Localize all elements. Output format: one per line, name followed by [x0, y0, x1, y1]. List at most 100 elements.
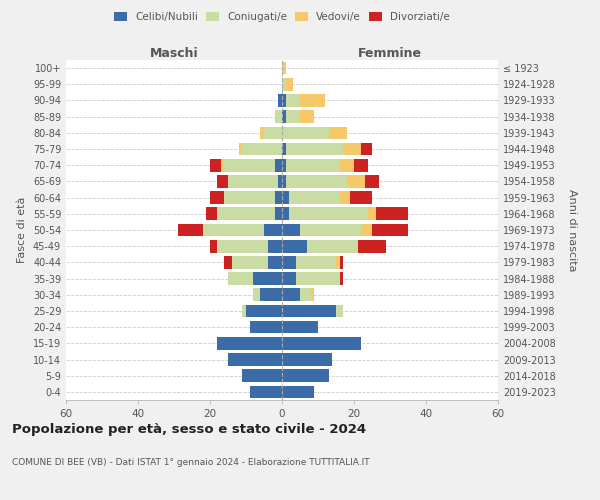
Bar	[228, 272, 253, 285]
Bar	[253, 288, 260, 301]
Bar	[286, 94, 300, 107]
Bar	[282, 386, 314, 398]
Bar	[246, 304, 282, 318]
Bar	[178, 224, 203, 236]
Bar	[250, 321, 282, 334]
Bar	[282, 78, 286, 90]
Bar	[286, 159, 340, 172]
Text: Popolazione per età, sesso e stato civile - 2024: Popolazione per età, sesso e stato civil…	[12, 422, 366, 436]
Text: Femmine: Femmine	[358, 47, 422, 60]
Bar	[340, 159, 354, 172]
Bar	[372, 224, 408, 236]
Bar	[239, 142, 242, 156]
Bar	[282, 321, 318, 334]
Bar	[282, 208, 289, 220]
Bar	[228, 353, 282, 366]
Bar	[210, 159, 221, 172]
Bar	[242, 304, 246, 318]
Text: Maschi: Maschi	[149, 47, 199, 60]
Bar	[268, 240, 282, 252]
Bar	[228, 175, 278, 188]
Bar	[300, 224, 361, 236]
Bar	[264, 224, 282, 236]
Bar	[278, 94, 282, 107]
Bar	[340, 272, 343, 285]
Bar	[224, 256, 232, 268]
Bar	[264, 126, 282, 139]
Bar	[282, 159, 286, 172]
Bar	[217, 240, 268, 252]
Bar	[221, 159, 224, 172]
Bar	[365, 175, 379, 188]
Bar	[358, 240, 386, 252]
Bar	[260, 288, 282, 301]
Bar	[282, 224, 300, 236]
Bar	[232, 256, 268, 268]
Bar	[253, 272, 282, 285]
Bar	[368, 208, 376, 220]
Bar	[275, 192, 282, 204]
Bar	[336, 256, 340, 268]
Bar	[217, 208, 275, 220]
Bar	[282, 192, 289, 204]
Bar	[340, 192, 350, 204]
Bar	[347, 175, 365, 188]
Bar	[350, 192, 372, 204]
Bar	[354, 159, 368, 172]
Bar	[286, 110, 300, 123]
Legend: Celibi/Nubili, Coniugati/e, Vedovi/e, Divorziati/e: Celibi/Nubili, Coniugati/e, Vedovi/e, Di…	[110, 8, 454, 26]
Bar	[282, 337, 361, 349]
Bar	[289, 192, 340, 204]
Bar	[242, 370, 282, 382]
Bar	[289, 208, 368, 220]
Bar	[275, 159, 282, 172]
Bar	[340, 256, 343, 268]
Bar	[282, 304, 336, 318]
Bar	[268, 256, 282, 268]
Bar	[217, 175, 228, 188]
Bar	[282, 110, 286, 123]
Bar	[250, 386, 282, 398]
Bar	[296, 256, 336, 268]
Bar	[329, 126, 347, 139]
Bar	[224, 192, 275, 204]
Y-axis label: Fasce di età: Fasce di età	[17, 197, 27, 263]
Bar	[376, 208, 408, 220]
Bar	[206, 208, 217, 220]
Bar	[217, 337, 282, 349]
Bar	[282, 94, 286, 107]
Bar	[286, 175, 347, 188]
Bar	[282, 240, 307, 252]
Bar	[282, 126, 329, 139]
Bar	[336, 304, 343, 318]
Bar	[210, 240, 217, 252]
Bar	[282, 256, 296, 268]
Bar	[282, 175, 286, 188]
Bar	[203, 224, 264, 236]
Bar	[311, 288, 314, 301]
Bar	[361, 142, 372, 156]
Bar	[286, 78, 293, 90]
Bar	[300, 110, 314, 123]
Bar	[296, 272, 340, 285]
Bar	[282, 370, 329, 382]
Bar	[242, 142, 282, 156]
Bar	[282, 288, 300, 301]
Bar	[282, 62, 286, 74]
Bar	[224, 159, 275, 172]
Bar	[275, 208, 282, 220]
Bar	[210, 192, 224, 204]
Bar	[275, 110, 282, 123]
Y-axis label: Anni di nascita: Anni di nascita	[566, 188, 577, 271]
Bar	[260, 126, 264, 139]
Bar	[307, 240, 358, 252]
Bar	[278, 175, 282, 188]
Bar	[343, 142, 361, 156]
Bar	[300, 288, 311, 301]
Bar	[300, 94, 325, 107]
Bar	[282, 353, 332, 366]
Bar	[282, 142, 286, 156]
Bar	[282, 272, 296, 285]
Text: COMUNE DI BEE (VB) - Dati ISTAT 1° gennaio 2024 - Elaborazione TUTTITALIA.IT: COMUNE DI BEE (VB) - Dati ISTAT 1° genna…	[12, 458, 370, 467]
Bar	[286, 142, 343, 156]
